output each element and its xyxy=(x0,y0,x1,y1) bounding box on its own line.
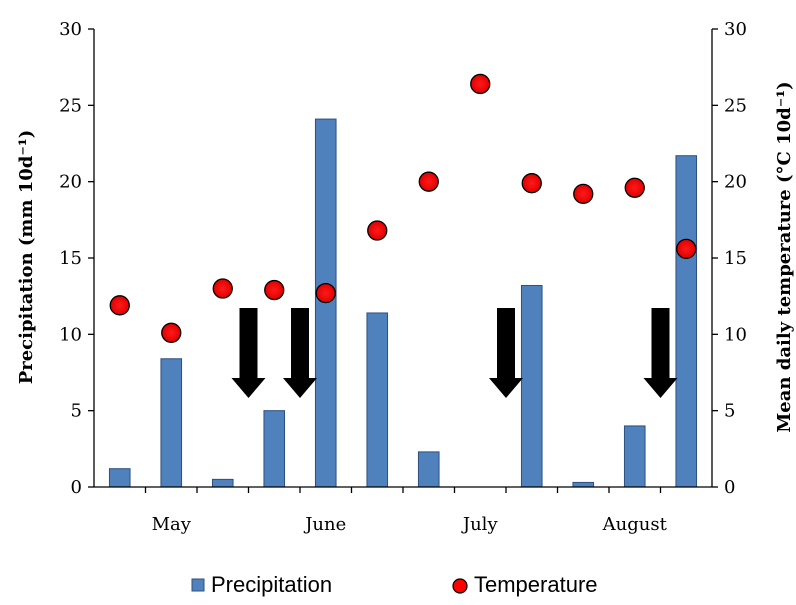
bar-12 xyxy=(675,155,698,488)
arrow-3 xyxy=(489,308,523,398)
bar-1 xyxy=(108,468,131,488)
arrow-2 xyxy=(283,308,317,398)
temp-point-4 xyxy=(264,279,285,301)
y2-tick-label-10: 10 xyxy=(724,324,747,345)
bar-10 xyxy=(572,481,595,488)
temp-point-3 xyxy=(212,278,233,299)
y2-tick-label-15: 15 xyxy=(724,248,747,269)
y2-tick-label-25: 25 xyxy=(724,95,747,116)
y-tick-label-20: 20 xyxy=(59,172,82,193)
y-tick-label-0: 0 xyxy=(71,477,82,498)
y2-tick-label-5: 5 xyxy=(724,401,735,422)
temp-point-5 xyxy=(315,282,336,304)
temp-point-10 xyxy=(573,183,594,205)
temp-point-8 xyxy=(470,73,491,95)
temp-point-11 xyxy=(624,177,645,198)
legend-precipitation-swatch xyxy=(191,578,205,592)
temp-point-2 xyxy=(161,322,182,343)
y-axis-title: Precipitation (mm 10d⁻¹) xyxy=(16,130,37,385)
y-tick-label-25: 25 xyxy=(59,95,82,116)
y2-tick-label-30: 30 xyxy=(724,19,747,40)
y-tick-label-10: 10 xyxy=(59,324,82,345)
x-tick-label-july: July xyxy=(461,514,499,535)
temp-point-12 xyxy=(676,238,697,259)
bar-11 xyxy=(623,425,646,488)
y-tick-label-5: 5 xyxy=(71,401,82,422)
legend-temperature-label: Temperature xyxy=(474,572,598,597)
y-tick-label-30: 30 xyxy=(59,19,82,40)
legend: Precipitation Temperature xyxy=(191,572,598,597)
legend-temperature-swatch xyxy=(452,578,468,594)
arrow-4 xyxy=(643,308,678,398)
bar-9 xyxy=(520,284,543,488)
bar-6 xyxy=(366,312,389,488)
points-layer xyxy=(109,73,697,343)
bar-2 xyxy=(160,358,183,488)
temp-point-6 xyxy=(367,220,388,241)
axes-layer: 0 0 5 5 10 10 15 15 20 20 25 25 30 30 May June July Augus… xyxy=(59,19,747,535)
arrow-1 xyxy=(231,308,266,398)
y2-tick-label-0: 0 xyxy=(724,477,735,498)
bars-layer xyxy=(108,118,698,488)
bar-4 xyxy=(263,410,286,488)
temp-point-9 xyxy=(521,173,542,194)
bar-7 xyxy=(417,451,440,488)
arrows-layer xyxy=(231,308,678,398)
x-tick-label-august: August xyxy=(602,514,668,535)
x-tick-label-may: May xyxy=(152,514,192,535)
temp-point-7 xyxy=(418,171,439,192)
legend-precipitation-label: Precipitation xyxy=(211,572,332,597)
bar-3 xyxy=(211,478,234,488)
y-tick-label-15: 15 xyxy=(59,248,82,269)
y2-axis-title: Mean daily temperature (°C 10d⁻¹) xyxy=(774,81,795,432)
y2-tick-label-20: 20 xyxy=(724,172,747,193)
temp-point-1 xyxy=(109,295,130,316)
x-tick-label-june: June xyxy=(303,514,346,535)
